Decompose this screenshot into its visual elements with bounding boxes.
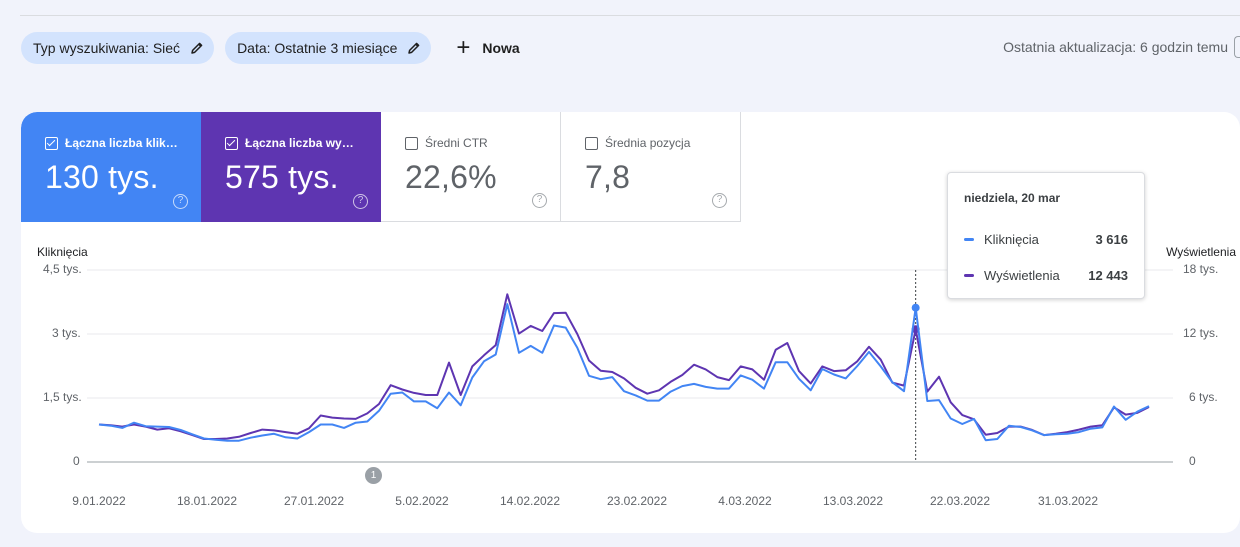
checkbox-checked-icon[interactable]: [45, 136, 58, 150]
y-tick-left: 1,5 tys.: [43, 390, 82, 404]
x-tick: 27.01.2022: [283, 494, 345, 508]
y-tick-right: 18 tys.: [1183, 262, 1219, 276]
performance-card: Łączna liczba klik… 130 tys. ? Łączna li…: [21, 112, 1240, 533]
metric-value: 22,6%: [405, 159, 497, 195]
y-tick-right: 12 tys.: [1183, 326, 1219, 340]
edit-pencil-icon[interactable]: [190, 41, 204, 55]
y-tick-right: 6 tys.: [1189, 390, 1218, 404]
metric-label: Średni CTR: [425, 136, 488, 150]
annotation-marker[interactable]: 1: [365, 467, 382, 484]
x-tick: 31.03.2022: [1037, 494, 1099, 508]
metric-value: 7,8: [585, 159, 631, 195]
metric-label: Łączna liczba wy…: [245, 136, 354, 150]
help-icon[interactable]: ?: [173, 194, 188, 209]
x-tick: 14.02.2022: [499, 494, 561, 508]
x-tick: 5.02.2022: [395, 494, 449, 508]
edit-pencil-icon[interactable]: [407, 41, 421, 55]
search-type-filter-chip[interactable]: Typ wyszukiwania: Sieć: [21, 32, 215, 64]
help-icon[interactable]: ?: [712, 193, 727, 208]
tooltip-series-value: 12 443: [1088, 267, 1128, 283]
chart-tooltip: niedziela, 20 mar Kliknięcia 3 616 Wyświ…: [947, 172, 1145, 299]
metric-value: 130 tys.: [45, 159, 159, 195]
x-tick: 22.03.2022: [929, 494, 991, 508]
metric-tile-clicks[interactable]: Łączna liczba klik… 130 tys. ?: [21, 112, 201, 222]
series-color-swatch: [964, 237, 974, 241]
metric-tile-impressions[interactable]: Łączna liczba wy… 575 tys. ?: [201, 112, 381, 222]
x-tick: 4.03.2022: [718, 494, 772, 508]
plus-icon: +: [456, 34, 471, 61]
help-icon[interactable]: ?: [353, 194, 368, 209]
metric-label: Łączna liczba klik…: [65, 136, 178, 150]
tooltip-series-value: 3 616: [1095, 231, 1128, 247]
new-filter-label: Nowa: [482, 40, 520, 56]
tooltip-row-impressions: Wyświetlenia 12 443: [964, 257, 1128, 293]
x-tick: 9.01.2022: [72, 494, 126, 508]
x-tick: 13.03.2022: [822, 494, 884, 508]
metric-tile-ctr[interactable]: Średni CTR 22,6% ?: [381, 112, 561, 222]
checkbox-checked-icon[interactable]: [225, 136, 238, 150]
y-tick-left: 3 tys.: [52, 326, 81, 340]
right-axis-title: Wyświetlenia: [1166, 245, 1236, 259]
tooltip-row-clicks: Kliknięcia 3 616: [964, 221, 1128, 257]
series-line-impressions: [98, 293, 1150, 440]
date-filter-label: Data: Ostatnie 3 miesiące: [237, 40, 398, 56]
date-filter-chip[interactable]: Data: Ostatnie 3 miesiące: [225, 32, 432, 64]
last-update-text: Ostatnia aktualizacja: 6 godzin temu: [1003, 39, 1228, 55]
left-axis-title: Kliknięcia: [37, 245, 88, 259]
tooltip-series-label: Wyświetlenia: [984, 267, 1060, 283]
series-line-clicks: [98, 303, 1150, 442]
y-tick-left: 4,5 tys.: [43, 262, 82, 276]
series-color-swatch: [964, 273, 974, 277]
metric-value: 575 tys.: [225, 159, 339, 195]
metric-label: Średnia pozycja: [605, 136, 691, 150]
new-filter-button[interactable]: + Nowa: [448, 32, 527, 64]
tooltip-series-label: Kliknięcia: [984, 231, 1039, 247]
tooltip-date: niedziela, 20 mar: [964, 191, 1061, 205]
search-type-filter-label: Typ wyszukiwania: Sieć: [33, 40, 181, 56]
help-icon[interactable]: ?: [532, 193, 547, 208]
top-divider: [20, 15, 1240, 16]
checkbox-unchecked-icon[interactable]: [585, 136, 598, 150]
metric-tile-position[interactable]: Średnia pozycja 7,8 ?: [561, 112, 741, 222]
x-tick: 18.01.2022: [176, 494, 238, 508]
metric-tiles: Łączna liczba klik… 130 tys. ? Łączna li…: [21, 112, 741, 222]
hover-point: [911, 303, 920, 312]
checkbox-unchecked-icon[interactable]: [405, 136, 418, 150]
y-tick-right: 0: [1189, 454, 1196, 468]
filter-bar: Typ wyszukiwania: Sieć Data: Ostatnie 3 …: [21, 32, 528, 64]
x-tick: 23.02.2022: [606, 494, 668, 508]
y-tick-left: 0: [73, 454, 80, 468]
side-panel-edge-icon[interactable]: [1234, 36, 1240, 58]
performance-chart[interactable]: [21, 112, 1240, 533]
